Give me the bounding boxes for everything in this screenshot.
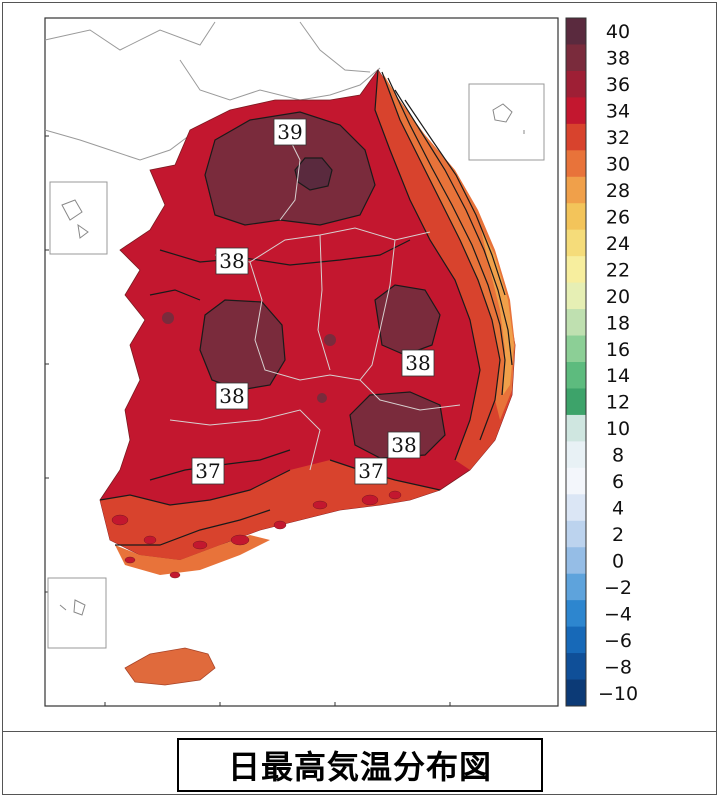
core-daegu bbox=[375, 285, 440, 355]
colorbar-tick-label: 40 bbox=[606, 21, 630, 43]
core-capital-39 bbox=[295, 158, 332, 190]
colorbar-tick-label: 0 bbox=[612, 550, 624, 572]
contour-label-39: 39 bbox=[273, 118, 307, 146]
colorbar-tick-label: 16 bbox=[606, 339, 630, 361]
contour-label-text: 38 bbox=[219, 384, 244, 408]
contour-label-text: 38 bbox=[219, 249, 244, 273]
colorbar-tick-label: 6 bbox=[612, 471, 624, 493]
core-small-a bbox=[324, 334, 336, 346]
colorbar-tick-label: 18 bbox=[606, 312, 630, 334]
contour-labels: 39 38 38 38 38 37 37 bbox=[191, 118, 435, 485]
colorbar-swatch bbox=[566, 388, 586, 416]
map-axis-ticks bbox=[45, 135, 451, 706]
colorbar-tick-label: 22 bbox=[606, 259, 630, 281]
colorbar-swatch bbox=[566, 547, 586, 575]
figure-caption: 日最高気温分布図 bbox=[227, 748, 492, 786]
colorbar-tick-label: 10 bbox=[606, 418, 630, 440]
core-south bbox=[350, 392, 445, 458]
colorbar-tick-label: 24 bbox=[606, 233, 630, 255]
contour-label-38-center: 38 bbox=[215, 382, 249, 410]
colorbar-tick-label: 30 bbox=[606, 154, 630, 176]
colorbar-tick-label: 4 bbox=[612, 498, 624, 520]
caption-divider bbox=[2, 731, 717, 732]
contour-label-text: 38 bbox=[405, 351, 430, 375]
contour-label-text: 37 bbox=[358, 459, 383, 483]
core-small-c bbox=[162, 312, 174, 324]
contour-label-37-west: 37 bbox=[191, 457, 225, 485]
colorbar-tick-label: −10 bbox=[598, 683, 638, 705]
colorbar-swatch bbox=[566, 679, 586, 707]
colorbar-tick-label: 14 bbox=[606, 365, 630, 387]
colorbar-swatch bbox=[566, 282, 586, 310]
colorbar-tick-label: 36 bbox=[606, 74, 630, 96]
colorbar-swatch bbox=[566, 494, 586, 522]
colorbar-swatch bbox=[566, 97, 586, 125]
colorbar-swatch bbox=[566, 256, 586, 284]
temperature-colorbar: 4038363432302826242220181614121086420−2−… bbox=[565, 17, 638, 707]
contour-label-text: 38 bbox=[391, 433, 416, 457]
colorbar-swatch bbox=[566, 44, 586, 72]
colorbar-swatch bbox=[566, 573, 586, 601]
colorbar-swatch bbox=[566, 600, 586, 628]
core-capital bbox=[205, 112, 375, 225]
contour-label-38-south: 38 bbox=[387, 431, 421, 459]
temperature-map: 39 38 38 38 38 37 37 4038363432302826242… bbox=[44, 17, 638, 707]
colorbar-swatch bbox=[566, 441, 586, 469]
colorbar-swatch bbox=[566, 467, 586, 495]
colorbar-tick-label: −6 bbox=[604, 630, 632, 652]
colorbar-swatch bbox=[566, 123, 586, 151]
core-small-b bbox=[317, 393, 327, 403]
colorbar-tick-label: 38 bbox=[606, 48, 630, 70]
colorbar-swatch bbox=[566, 150, 586, 178]
inset-box-west bbox=[49, 181, 108, 255]
contour-label-text: 39 bbox=[277, 120, 302, 144]
colorbar-tick-label: −8 bbox=[604, 656, 632, 678]
colorbar-swatch bbox=[566, 70, 586, 98]
contour-label-text: 37 bbox=[195, 459, 220, 483]
jeju-island bbox=[124, 647, 216, 686]
colorbar-swatch bbox=[566, 309, 586, 337]
contour-label-38-north: 38 bbox=[215, 247, 249, 275]
colorbar-tick-label: 20 bbox=[606, 286, 630, 308]
colorbar-swatch bbox=[566, 520, 586, 548]
colorbar-swatch bbox=[566, 626, 586, 654]
colorbar-tick-label: 28 bbox=[606, 180, 630, 202]
colorbar-frame bbox=[565, 17, 587, 707]
colorbar-tick-label: 32 bbox=[606, 127, 630, 149]
colorbar-swatch bbox=[566, 335, 586, 363]
colorbar-swatch bbox=[566, 653, 586, 681]
colorbar-tick-label: 34 bbox=[606, 101, 630, 123]
colorbar-tick-label: −2 bbox=[604, 577, 632, 599]
colorbar-tick-label: 26 bbox=[606, 206, 630, 228]
colorbar-swatch bbox=[566, 362, 586, 389]
east-band-30 bbox=[480, 225, 514, 395]
caption-box: 日最高気温分布図 bbox=[177, 738, 543, 792]
colorbar-swatch bbox=[566, 414, 586, 442]
colorbar-tick-label: 12 bbox=[606, 392, 630, 414]
colorbar-swatch bbox=[566, 229, 586, 257]
contour-label-37-east: 37 bbox=[354, 457, 388, 485]
colorbar-tick-label: −4 bbox=[604, 603, 632, 625]
colorbar-swatch bbox=[566, 203, 586, 231]
colorbar-tick-label: 8 bbox=[612, 445, 624, 467]
colorbar-swatch bbox=[566, 18, 586, 45]
south-band-32 bbox=[115, 535, 270, 575]
province-boundaries bbox=[169, 139, 461, 471]
contour-label-38-east: 38 bbox=[401, 349, 435, 377]
southern-islands bbox=[111, 490, 402, 579]
colorbar-tick-label: 2 bbox=[612, 524, 624, 546]
colorbar-swatch bbox=[566, 176, 586, 204]
